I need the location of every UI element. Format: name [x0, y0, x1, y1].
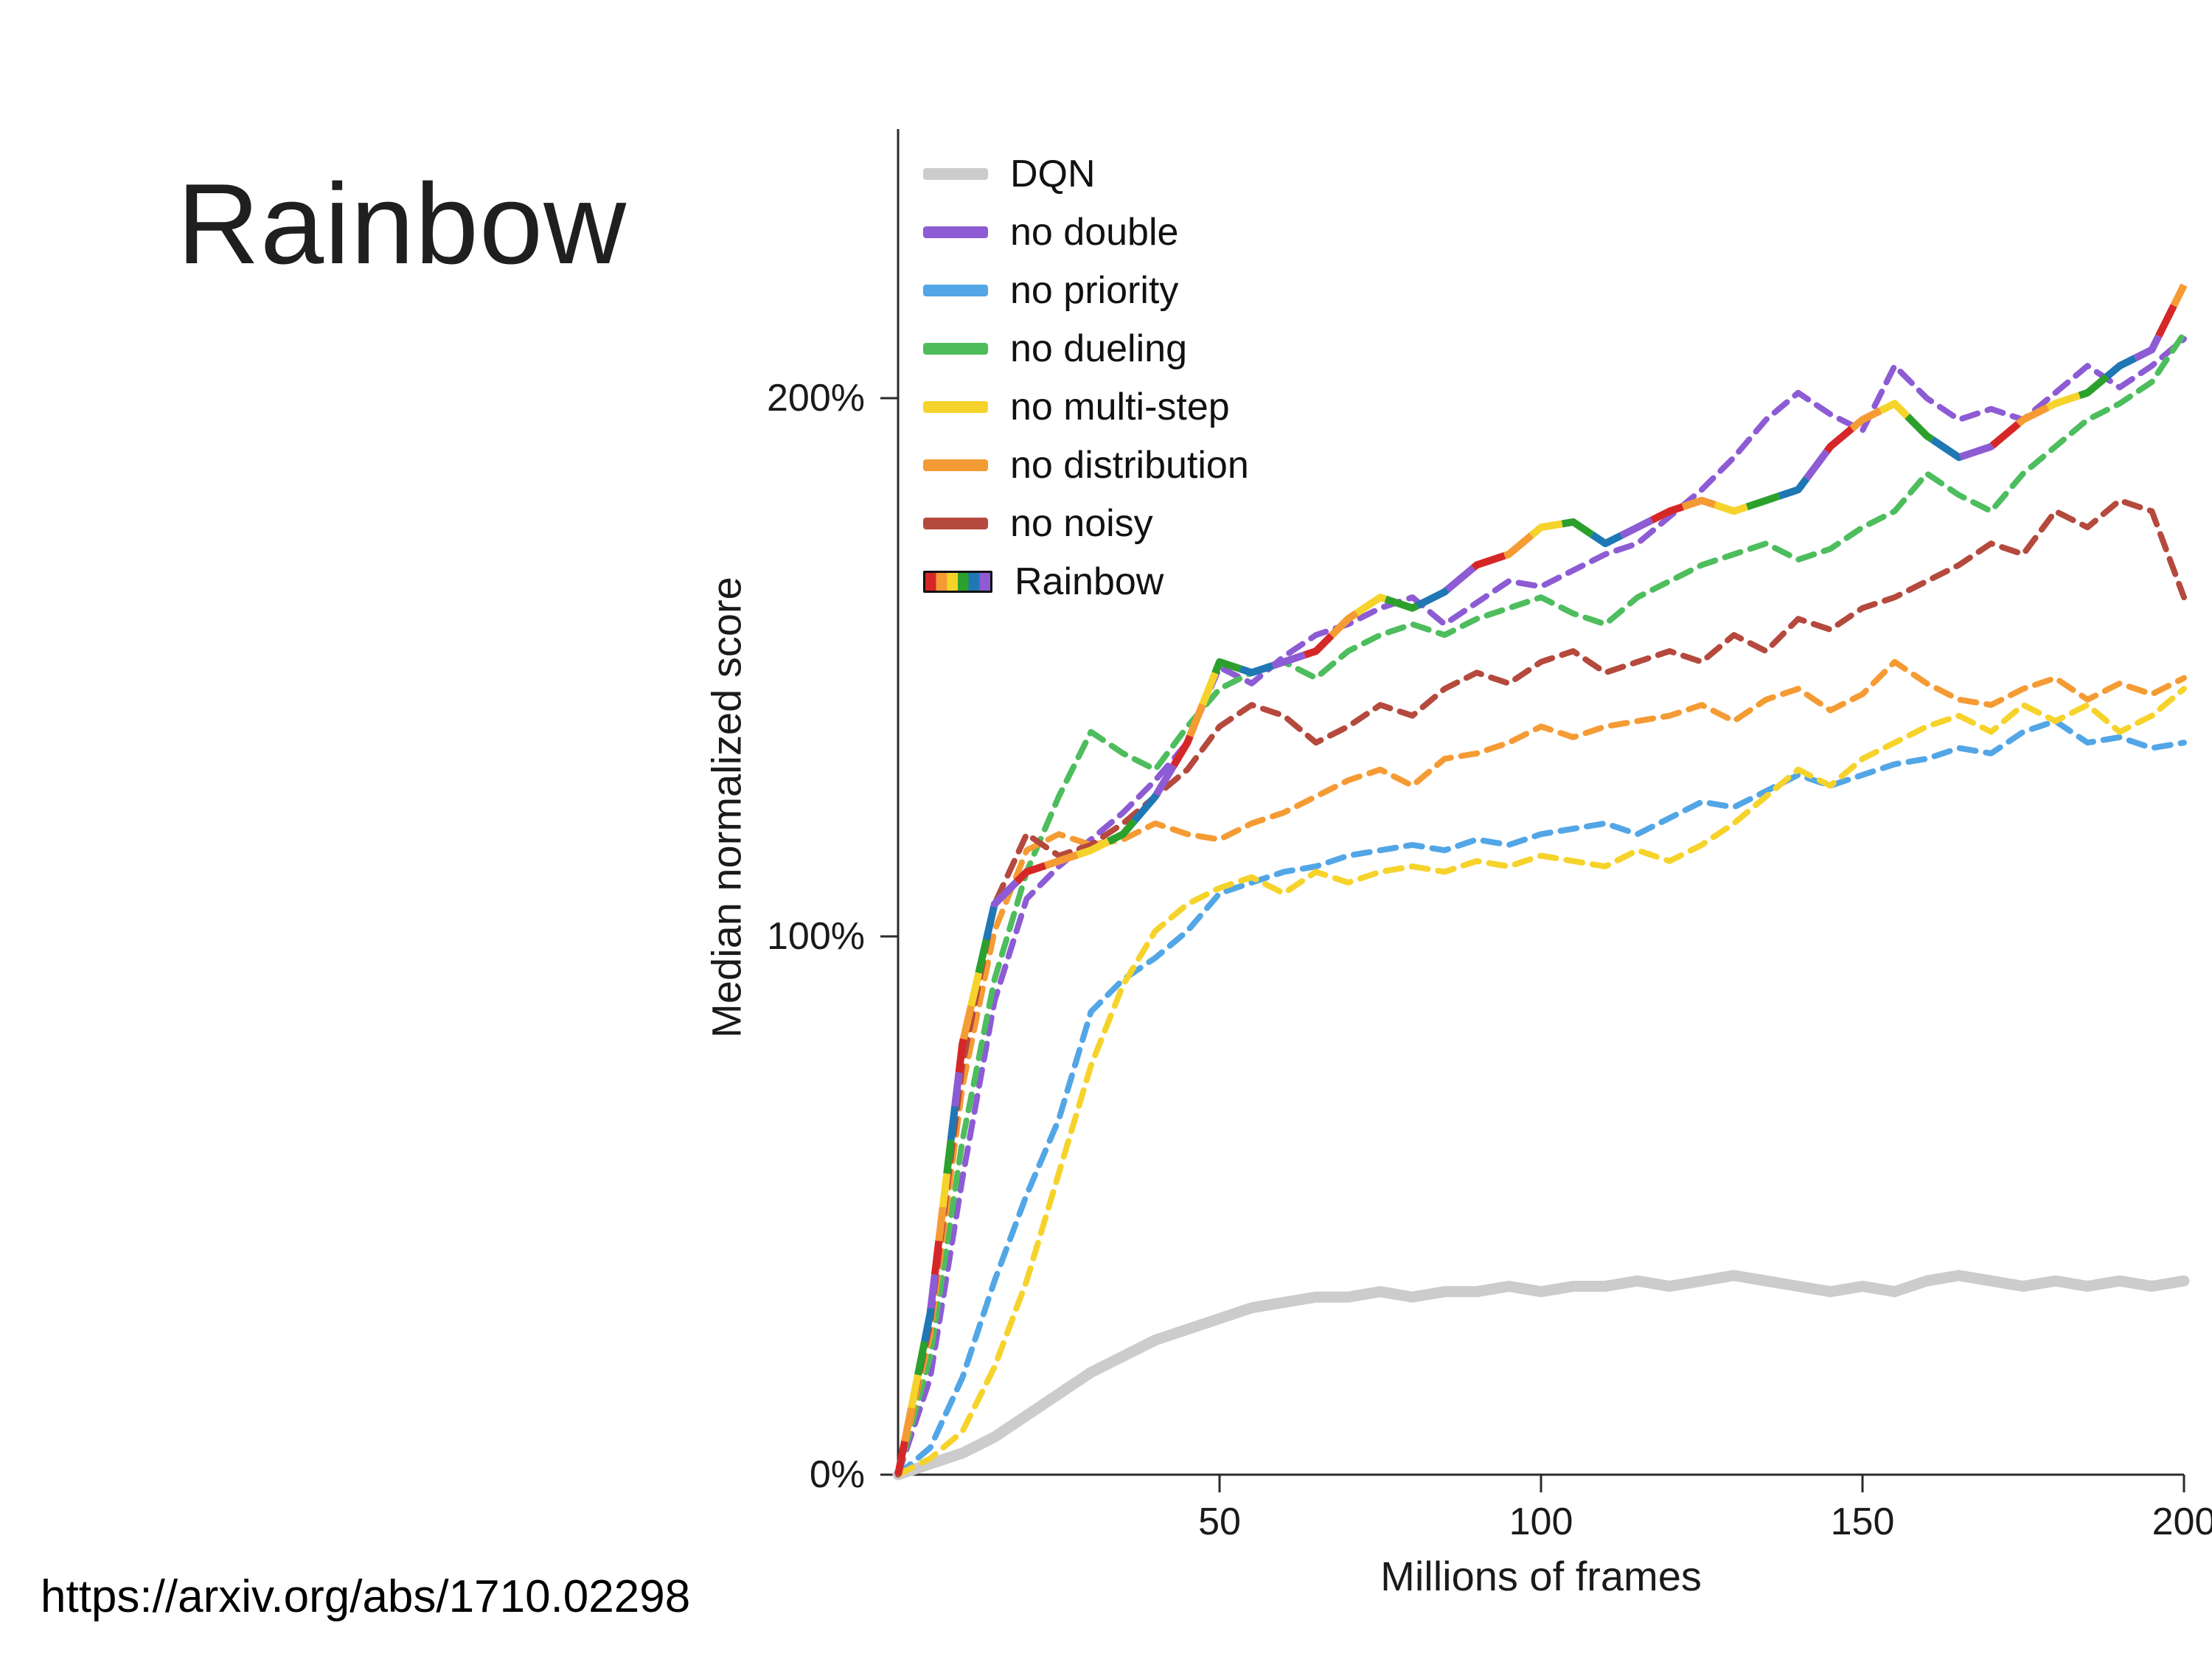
- legend-item: no noisy: [923, 494, 1249, 552]
- x-axis-label: Millions of frames: [1380, 1553, 1702, 1599]
- series-line-rainbow: [894, 283, 2188, 1475]
- legend-swatch: [923, 459, 988, 471]
- legend-label: DQN: [1010, 152, 1096, 195]
- legend-swatch: [923, 400, 988, 413]
- series-line-no-priority: [895, 718, 2187, 1478]
- series-line-rainbow: [894, 283, 2188, 1475]
- slide-title: Rainbow: [177, 160, 627, 288]
- series-line-no-dueling: [895, 330, 2187, 1478]
- legend-label: no noisy: [1010, 501, 1153, 545]
- series-line-rainbow: [894, 283, 2188, 1475]
- legend-swatch: [923, 517, 988, 529]
- series-line-no-multi-step: [895, 686, 2187, 1478]
- legend-item: no dueling: [923, 319, 1249, 378]
- legend-swatch: [923, 226, 988, 238]
- legend-swatch: [923, 284, 988, 296]
- legend-swatch: [923, 570, 992, 593]
- legend-label: no priority: [1010, 268, 1179, 312]
- legend-item: no double: [923, 203, 1249, 261]
- series-line-dqn: [892, 1270, 2190, 1481]
- legend-item: no priority: [923, 261, 1249, 319]
- legend-swatch: [923, 342, 988, 355]
- y-axis-label: Median normalized score: [703, 577, 750, 1038]
- legend-item: Rainbow: [923, 552, 1249, 611]
- legend-label: Rainbow: [1015, 560, 1164, 603]
- legend-label: no dueling: [1010, 327, 1187, 370]
- legend-swatch: [923, 167, 988, 180]
- legend-item: DQN: [923, 145, 1249, 203]
- series-line-no-double: [895, 335, 2187, 1478]
- legend-label: no multi-step: [1010, 385, 1230, 428]
- legend-label: no double: [1010, 210, 1179, 254]
- legend-item: no multi-step: [923, 378, 1249, 436]
- legend-label: no distribution: [1010, 443, 1249, 487]
- source-url[interactable]: https://arxiv.org/abs/1710.02298: [41, 1571, 691, 1622]
- series-line-no-noisy: [895, 497, 2187, 1478]
- chart-legend: DQN no double no priority no dueling no mult…: [923, 145, 1249, 611]
- legend-item: no distribution: [923, 436, 1249, 494]
